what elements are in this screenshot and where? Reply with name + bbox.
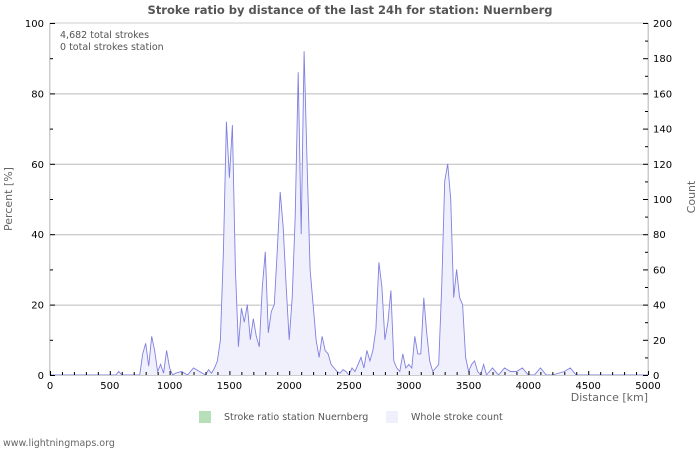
y-left-tick-label: 100: [25, 19, 44, 30]
legend-swatch-station: [199, 411, 211, 423]
y-right-tick-label: 60: [653, 265, 666, 276]
x-tick-label: 1000: [157, 381, 182, 392]
x-tick-label: 500: [100, 381, 119, 392]
y-right-tick-label: 160: [653, 89, 672, 100]
y-left-tick-label: 20: [31, 301, 44, 312]
y-right-tick-label: 140: [653, 125, 672, 136]
y-right-tick-label: 100: [653, 195, 672, 206]
y-right-tick-label: 0: [653, 371, 659, 382]
x-tick-label: 3500: [456, 381, 481, 392]
x-tick-label: 2500: [336, 381, 361, 392]
y-right-tick-label: 80: [653, 230, 666, 241]
y-left-tick-label: 80: [31, 89, 44, 100]
y-right-tick-label: 20: [653, 336, 666, 347]
total-strokes-text: 4,682 total strokes: [60, 30, 150, 41]
legend-swatch-whole: [386, 411, 398, 423]
footer-credit: www.lightningmaps.org: [3, 438, 115, 449]
y-right-tick-label: 40: [653, 301, 666, 312]
legend-item-station[interactable]: Stroke ratio station Nuernberg: [199, 411, 368, 423]
plot-area: [49, 22, 649, 376]
x-tick-label: 5000: [635, 381, 660, 392]
y-left-tick-label: 60: [31, 160, 44, 171]
legend-item-whole[interactable]: Whole stroke count: [386, 411, 503, 423]
y-right-tick-label: 120: [653, 160, 672, 171]
y-right-tick-label: 180: [653, 54, 672, 65]
info-box: 4,682 total strokes 0 total strokes stat…: [60, 30, 164, 54]
y-right-axis-label: Count: [685, 180, 698, 213]
whole-stroke-line: [50, 51, 648, 376]
x-tick-label: 0: [47, 381, 53, 392]
x-axis-label: Distance [km]: [571, 391, 648, 404]
y-left-tick-label: 0: [38, 371, 44, 382]
x-tick-label: 3000: [396, 381, 421, 392]
total-strokes-station-text: 0 total strokes station: [60, 42, 164, 53]
x-tick-label: 4500: [575, 381, 600, 392]
x-tick-label: 4000: [516, 381, 541, 392]
legend-label-station: Stroke ratio station Nuernberg: [224, 411, 369, 423]
x-tick-label: 1500: [217, 381, 242, 392]
legend-label-whole: Whole stroke count: [411, 411, 503, 423]
x-tick-label: 2000: [276, 381, 301, 392]
y-left-tick-label: 40: [31, 230, 44, 241]
y-right-tick-label: 200: [653, 19, 672, 30]
chart-title: Stroke ratio by distance of the last 24h…: [147, 3, 553, 17]
y-left-axis-label: Percent [%]: [2, 167, 15, 231]
